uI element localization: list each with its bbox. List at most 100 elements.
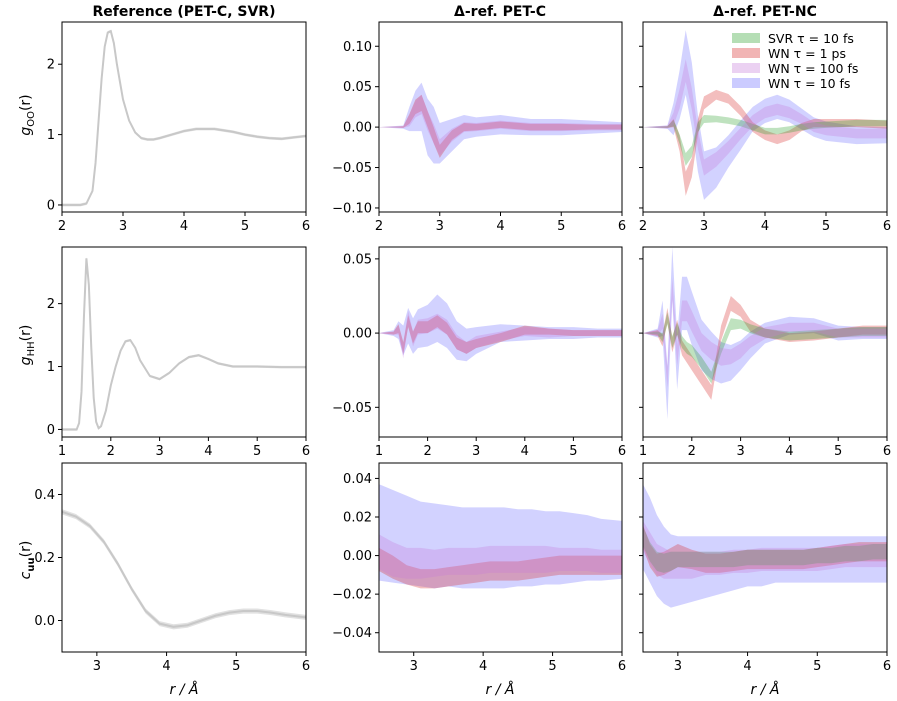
- y-tick-label: 0.05: [343, 252, 372, 267]
- x-tick-label: 5: [548, 659, 556, 674]
- x-tick-label: 4: [162, 659, 170, 674]
- xlabel-col2: r / Å: [751, 681, 780, 698]
- plot-area: [62, 257, 306, 431]
- x-tick-label: 3: [736, 444, 744, 459]
- series-band-wn1ps: [379, 547, 622, 589]
- x-tick-label: 5: [557, 219, 565, 234]
- legend-swatch-svr: [732, 33, 760, 43]
- series-band-wn100fs: [379, 310, 622, 359]
- x-tick-label: 6: [618, 219, 626, 234]
- panel-ghh-delta-petc: 1 2 3 4 5 6 −0.05 0.00 0.05: [332, 246, 626, 459]
- series-band-reference: [62, 257, 306, 431]
- x-tick-label: 4: [521, 444, 529, 459]
- x-tick-label: 1: [639, 444, 647, 459]
- x-tick-label: 3: [410, 659, 418, 674]
- series-band-wn100fs: [643, 520, 887, 579]
- y-tick-label: −0.10: [332, 201, 372, 216]
- x-tick-label: 4: [479, 659, 487, 674]
- series-band-svr: [643, 312, 887, 384]
- x-tick-label: 4: [743, 659, 751, 674]
- x-tick-label: 5: [253, 444, 261, 459]
- plot-area: [379, 82, 622, 164]
- series-line-reference: [62, 510, 306, 628]
- plot-area: [62, 509, 306, 630]
- y-tick-label: 0.00: [343, 549, 372, 564]
- legend-swatch-wn10fs: [732, 78, 760, 88]
- y-tick-label: 0.2: [34, 551, 55, 566]
- x-tick-label: 6: [618, 444, 626, 459]
- x-tick-label: 5: [834, 444, 842, 459]
- series-band-wn1ps: [379, 315, 622, 354]
- ylabel-goo: gOO(r): [18, 94, 37, 135]
- x-tick-label: 6: [302, 444, 310, 459]
- x-tick-label: 6: [883, 659, 891, 674]
- series-band-wn10fs: [379, 484, 622, 589]
- axis-frame: [642, 246, 888, 438]
- y-tick-label: 0.00: [343, 327, 372, 342]
- series-band-wn100fs: [643, 59, 887, 176]
- y-tick-label: 2: [47, 297, 55, 312]
- axis-frame: [378, 246, 623, 438]
- y-tick-label: 0: [47, 198, 55, 213]
- x-tick-label: 3: [436, 219, 444, 234]
- x-tick-label: 3: [674, 659, 682, 674]
- x-tick-label: 4: [496, 219, 504, 234]
- series-band-wn100fs: [643, 278, 887, 389]
- x-tick-label: 2: [639, 219, 647, 234]
- x-tick-label: 6: [302, 659, 310, 674]
- x-tick-label: 4: [180, 219, 188, 234]
- panel-cuu-delta-petnc: 3 4 5 6: [639, 462, 891, 674]
- legend-swatch-wn100fs: [732, 63, 760, 73]
- series-band-wn100fs: [379, 534, 622, 579]
- y-tick-label: −0.05: [332, 161, 372, 176]
- x-tick-label: 3: [472, 444, 480, 459]
- x-tick-label: 5: [232, 659, 240, 674]
- plot-area: [643, 247, 887, 420]
- col-title-delta-petnc: Δ-ref. PET-NC: [713, 4, 817, 20]
- y-tick-label: 0.05: [343, 80, 372, 95]
- x-tick-label: 2: [107, 444, 115, 459]
- x-tick-label: 4: [785, 444, 793, 459]
- x-tick-label: 6: [883, 444, 891, 459]
- y-tick-label: 1: [47, 128, 55, 143]
- x-tick-label: 5: [813, 659, 821, 674]
- x-tick-label: 2: [375, 219, 383, 234]
- axis-frame: [642, 462, 888, 653]
- y-tick-label: 2: [47, 58, 55, 73]
- panel-cuu-reference: 3 4 5 6 0.0 0.2 0.4: [34, 462, 310, 674]
- legend-label-wn1ps: WN τ = 1 ps: [768, 46, 846, 61]
- x-tick-label: 2: [688, 444, 696, 459]
- series-band-wn10fs: [379, 82, 622, 164]
- series-band-svr: [643, 114, 887, 166]
- panel-cuu-delta-petc: 3 4 5 6 −0.04 −0.02 0.00 0.02 0.04: [332, 462, 626, 674]
- x-tick-label: 4: [761, 219, 769, 234]
- x-tick-label: 6: [618, 659, 626, 674]
- series-band-wn1ps: [643, 524, 887, 577]
- x-axis-labels: r / Å r / Å r / Å: [170, 681, 780, 698]
- y-tick-label: 0.02: [343, 511, 372, 526]
- x-tick-label: 3: [93, 659, 101, 674]
- series-line-reference: [62, 258, 306, 431]
- x-tick-label: 1: [375, 444, 383, 459]
- legend-label-wn10fs: WN τ = 10 fs: [768, 76, 850, 91]
- series-band-wn10fs: [643, 247, 887, 420]
- series-band-wn10fs: [643, 484, 887, 608]
- y-tick-label: 0.10: [343, 40, 372, 55]
- panel-goo-delta-petnc: 2 3 4 5 6: [639, 21, 891, 234]
- series-band-svr: [643, 526, 887, 573]
- x-tick-label: 2: [58, 219, 66, 234]
- y-tick-label: 0.04: [343, 472, 372, 487]
- row-y-labels: gOO(r) gHH(r) cuu(r): [18, 94, 37, 579]
- series-band-wn10fs: [643, 30, 887, 200]
- x-tick-label: 5: [822, 219, 830, 234]
- series-band-wn1ps: [379, 94, 622, 158]
- x-tick-label: 3: [119, 219, 127, 234]
- legend-label-wn100fs: WN τ = 100 fs: [768, 61, 858, 76]
- axis-frame: [61, 246, 307, 438]
- col-title-reference: Reference (PET-C, SVR): [93, 4, 276, 20]
- y-tick-label: 0.0: [34, 614, 55, 629]
- axis-frame: [378, 462, 623, 653]
- x-tick-label: 1: [58, 444, 66, 459]
- legend-label-svr: SVR τ = 10 fs: [768, 31, 854, 46]
